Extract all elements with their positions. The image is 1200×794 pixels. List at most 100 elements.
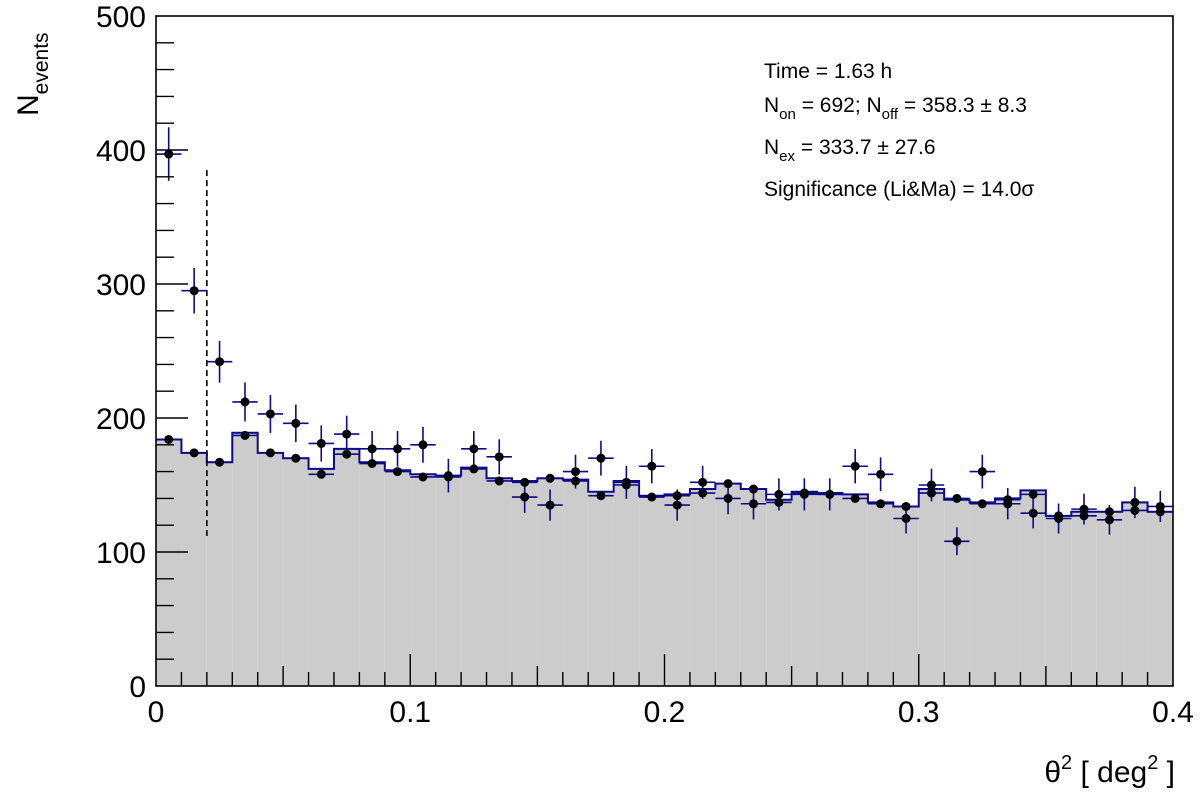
off-histogram-bar	[639, 495, 665, 686]
off-data-point	[240, 430, 250, 440]
y-tick-label: 0	[129, 671, 146, 704]
off-histogram-bar	[969, 502, 996, 686]
off-histogram-bar	[283, 458, 309, 686]
on-data-point	[952, 536, 962, 546]
on-data-point	[265, 409, 275, 419]
off-histogram-bar	[410, 474, 436, 686]
off-histogram-bar	[232, 432, 258, 686]
on-data-point	[901, 514, 911, 523]
off-histogram-bar	[257, 452, 284, 686]
off-histogram-bar	[867, 502, 894, 686]
on-data-point	[520, 492, 530, 502]
off-data-point	[977, 499, 987, 509]
off-histogram-bar	[461, 467, 487, 686]
off-data-point	[265, 448, 275, 458]
on-data-point	[647, 461, 657, 471]
off-data-point	[494, 476, 504, 486]
x-axis-title-unit-sup: 2	[1147, 752, 1158, 774]
off-data-point	[901, 501, 911, 511]
y-tick-label: 300	[96, 269, 146, 302]
off-data-point	[316, 469, 326, 479]
off-data-point	[520, 477, 530, 487]
off-histogram-bar	[384, 470, 411, 686]
annotation-significance: Significance (Li&Ma) = 14.0σ	[764, 178, 1034, 201]
off-histogram-bar	[613, 480, 640, 686]
off-data-point	[774, 497, 784, 507]
off-histogram-bar	[562, 479, 589, 686]
off-data-point	[189, 448, 199, 458]
on-data-point	[494, 452, 504, 462]
ticks-layer: 0 0.1 0.2 0.3 0.4 0 100 200 300 400 500	[96, 1, 1194, 729]
off-data-point	[647, 492, 657, 502]
on-data-point	[342, 429, 352, 439]
off-histogram-bar	[486, 478, 512, 686]
off-data-point	[698, 488, 708, 498]
on-data-point	[215, 357, 225, 367]
off-histogram-bar	[588, 491, 614, 686]
on-data-point	[1130, 497, 1140, 507]
off-data-point	[1155, 507, 1165, 517]
off-histogram-bar	[893, 506, 919, 686]
off-data-point	[799, 488, 809, 498]
off-data-point	[571, 476, 581, 486]
y-tick-label: 100	[96, 537, 146, 570]
off-data-point	[1104, 507, 1114, 517]
off-histogram-bar	[181, 452, 207, 686]
off-data-point	[367, 459, 377, 469]
off-data-point	[850, 493, 860, 503]
on-data-point	[876, 469, 886, 479]
x-axis-title: θ2 [ deg2 ]	[1044, 752, 1175, 789]
off-data-point	[723, 479, 733, 489]
x-axis-title-open: [ deg	[1072, 756, 1147, 789]
annotation-nex-value: = 333.7 ± 27.6	[795, 136, 936, 159]
y-tick-label: 200	[96, 403, 146, 436]
annotation-nex-prefix: N	[764, 136, 779, 159]
off-data-point	[443, 472, 453, 482]
annotation-non-value: = 692; N	[796, 94, 882, 117]
on-data-point	[698, 477, 708, 487]
annotation-excess: Nex = 333.7 ± 27.6	[764, 136, 936, 165]
annotation-counts: Non = 692; Noff = 358.3 ± 8.3	[764, 94, 1027, 123]
on-data-point	[850, 461, 860, 471]
off-data-point	[469, 464, 479, 474]
y-tick-label: 500	[96, 1, 146, 34]
off-histogram-bar	[206, 462, 233, 686]
on-data-point	[164, 149, 174, 159]
off-data-point	[164, 434, 174, 444]
on-data-point	[316, 438, 326, 448]
on-data-point	[571, 467, 581, 477]
on-data-point	[367, 444, 377, 454]
off-histogram-bar	[359, 462, 385, 686]
off-histogram-bar	[435, 475, 462, 686]
on-data-point	[748, 499, 758, 509]
off-data-point	[1003, 495, 1013, 505]
x-axis-title-sup: 2	[1061, 752, 1072, 774]
off-histogram-layer	[156, 170, 1173, 686]
off-histogram-bar	[333, 448, 360, 686]
on-data-point	[189, 286, 199, 296]
on-data-point	[393, 444, 403, 454]
off-data-point	[876, 499, 886, 509]
off-data-point	[545, 473, 555, 483]
off-histogram-bar	[1122, 502, 1148, 686]
off-data-point	[825, 489, 835, 499]
off-data-point	[596, 491, 606, 501]
off-data-point	[1079, 511, 1089, 521]
off-data-point	[952, 493, 962, 503]
x-axis-title-close: ]	[1158, 756, 1175, 789]
on-data-point	[723, 493, 733, 503]
off-histogram-bar	[715, 483, 741, 686]
x-tick-label: 0.4	[1152, 696, 1194, 729]
off-histogram-bar	[791, 491, 818, 686]
annotation-nex-sub: ex	[779, 148, 795, 165]
x-tick-label: 0.2	[644, 696, 686, 729]
on-data-point	[545, 500, 555, 510]
off-data-point	[672, 491, 682, 501]
off-histogram-bar	[308, 468, 334, 686]
off-histogram-bar	[664, 494, 690, 686]
on-data-point	[469, 444, 479, 454]
annotation-noff-value: = 358.3 ± 8.3	[898, 94, 1027, 117]
off-histogram-bar	[1071, 511, 1097, 686]
y-axis-title-sub: events	[30, 32, 53, 94]
off-data-point	[621, 480, 631, 490]
